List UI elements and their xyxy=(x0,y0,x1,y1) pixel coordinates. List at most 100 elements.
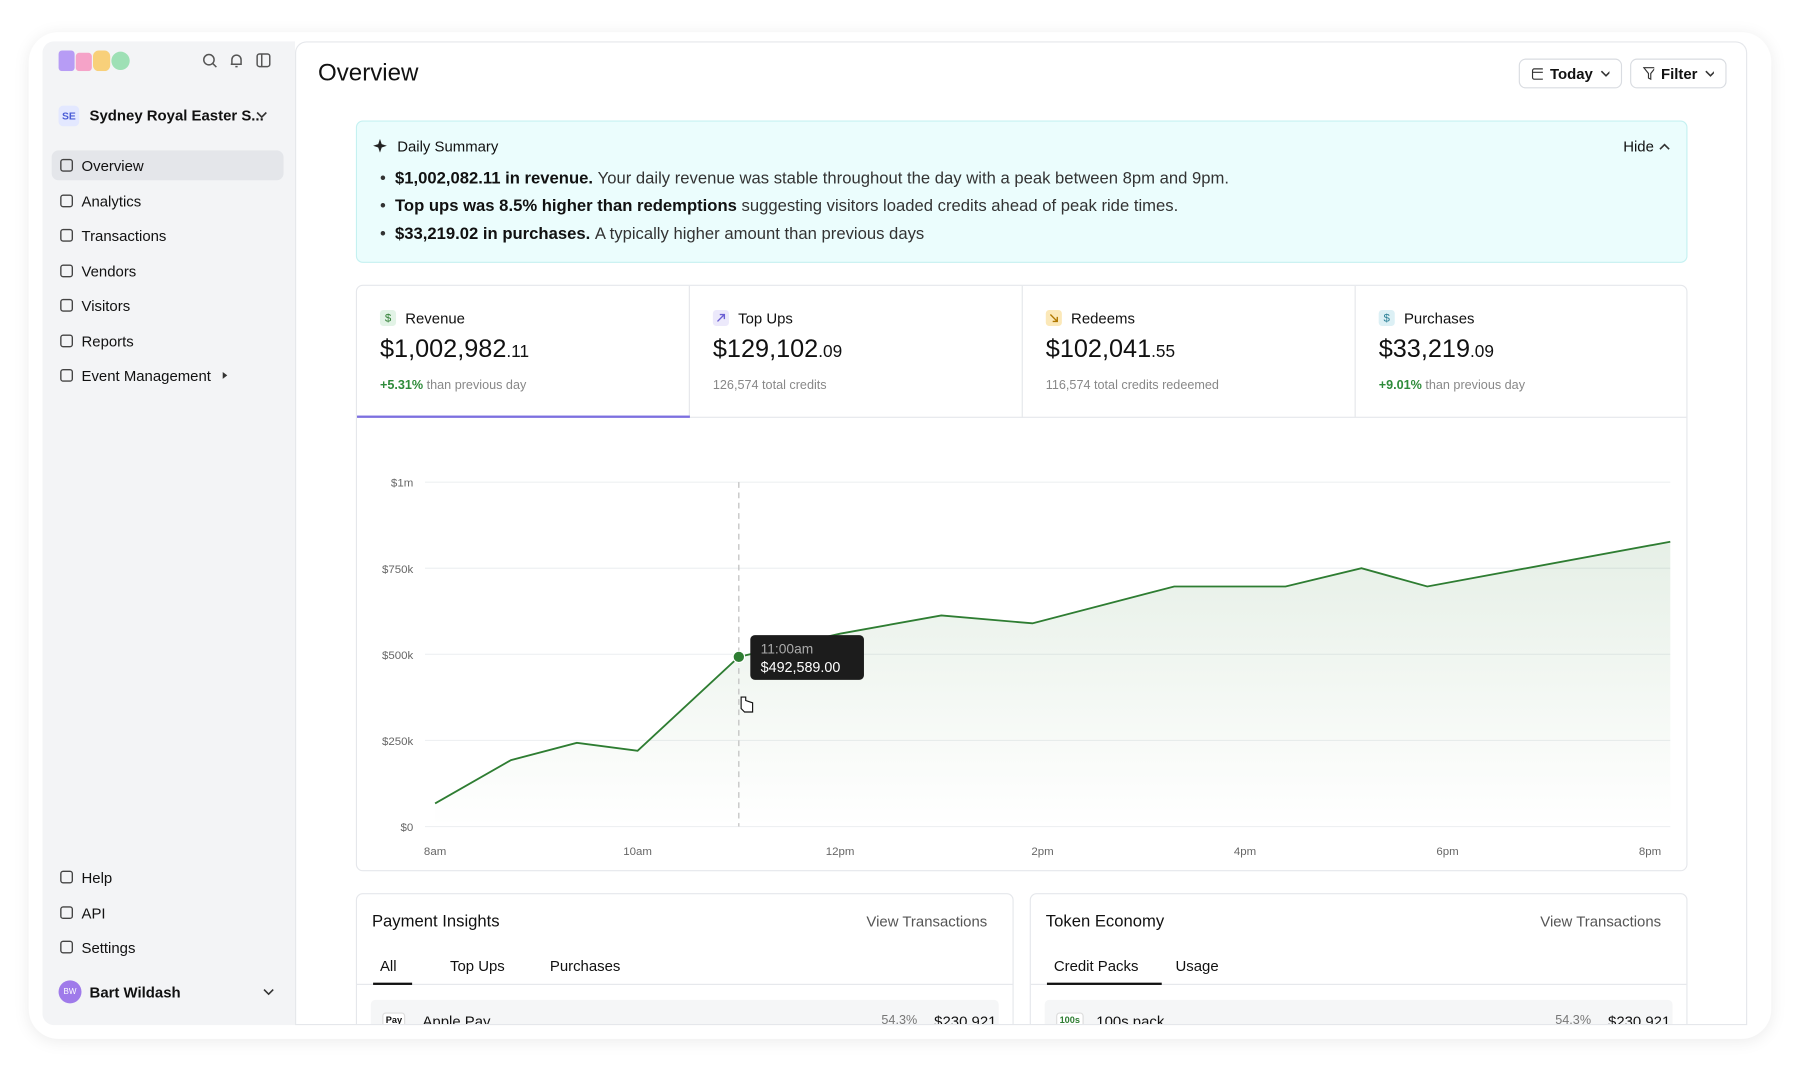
stat-value: $1,002,982.11 xyxy=(380,334,529,364)
y-tick-label: $1m xyxy=(391,478,413,490)
filter-icon xyxy=(1642,67,1655,81)
x-tick-label: 6pm xyxy=(1436,846,1458,858)
line xyxy=(434,540,1671,805)
nav-icon xyxy=(60,158,74,172)
panel: Token Economy View Transactions Credit Pac… xyxy=(1029,893,1688,1024)
footer-nav-item[interactable]: Settings xyxy=(52,932,284,962)
tooltip-value: $492,589.00 xyxy=(761,660,841,676)
row-amount: $230,921 xyxy=(934,1012,997,1026)
nav-icon xyxy=(60,264,74,278)
cursor xyxy=(740,696,754,713)
hide-button[interactable]: Hide xyxy=(1623,138,1670,155)
stat-tab[interactable]: Top Ups $129,102.09 126,574 total credits xyxy=(689,285,1023,418)
row-share: 54.3% xyxy=(881,1013,918,1026)
logo[interactable] xyxy=(58,50,132,72)
stat-value-cents: .09 xyxy=(818,342,843,362)
stat-value-cents: .11 xyxy=(506,342,530,362)
filter-label: Filter xyxy=(1661,64,1698,83)
stat-value-cents: .55 xyxy=(1151,342,1176,362)
tab[interactable]: Credit Packs xyxy=(1046,957,1162,985)
arrow-icon xyxy=(716,313,726,322)
stat-icon: $ xyxy=(379,309,397,327)
arrow-shape xyxy=(716,313,726,322)
nav-item[interactable]: Vendors xyxy=(52,256,284,286)
x-tick-label: 12pm xyxy=(826,846,855,858)
nav-item[interactable]: Overview xyxy=(51,150,284,181)
panel-link[interactable]: View Transactions xyxy=(866,912,988,930)
row-icon: Pay xyxy=(382,1012,406,1024)
nav-item[interactable]: Analytics xyxy=(52,186,284,216)
stat-note: +5.31% than previous day xyxy=(380,379,526,393)
stat-note-text: than previous day xyxy=(426,378,527,393)
icon-shape xyxy=(60,334,74,348)
hover-point xyxy=(732,650,746,664)
org-name[interactable]: Sydney Royal Easter S... xyxy=(89,106,264,124)
chevron xyxy=(1600,70,1610,77)
stat-tab[interactable]: $ Purchases $33,219.09 +9.01% than previous … xyxy=(1355,286,1687,418)
org-badge: SE xyxy=(58,105,80,127)
y-tick-label: $250k xyxy=(382,736,414,748)
nav-icon xyxy=(60,870,74,884)
filter-button[interactable]: Filter xyxy=(1630,58,1727,89)
footer-nav-item[interactable]: Help xyxy=(52,862,284,892)
tab[interactable]: All xyxy=(373,957,413,985)
tab[interactable]: Purchases xyxy=(549,957,621,975)
chevron[interactable] xyxy=(256,110,267,119)
stat-label: Purchases xyxy=(1403,309,1475,328)
summary-title: Daily Summary xyxy=(397,137,499,155)
stat-note: 126,574 total credits xyxy=(713,379,827,393)
nav-item[interactable]: Event Management xyxy=(52,360,284,390)
arrow-shape xyxy=(222,371,227,379)
tabs: All Top Ups Purchases xyxy=(357,952,1013,985)
stat-tab[interactable]: $ Revenue $1,002,982.11 +5.31% than previous… xyxy=(357,285,690,418)
stat-value-main: $102,041 xyxy=(1045,334,1152,363)
stat-value-main: $33,219 xyxy=(1378,334,1470,363)
summary-text: suggesting visitors loaded credits ahead… xyxy=(741,197,1179,216)
sidebar-tools[interactable] xyxy=(202,53,275,69)
page-title: Overview xyxy=(317,59,419,87)
panel-title: Token Economy xyxy=(1045,912,1165,931)
tab[interactable]: Top Ups xyxy=(449,957,505,975)
main: Overview Today Filter Daily Summary Hide… xyxy=(295,41,1748,1026)
stat-tab[interactable]: Redeems $102,041.55 116,574 total credits … xyxy=(1022,285,1356,418)
stat-icon: $ xyxy=(1378,309,1395,327)
daily-summary: Daily Summary Hide • $1,002,082.11 in rev… xyxy=(355,120,1688,263)
nav-icon xyxy=(60,906,74,920)
nav-item[interactable]: Transactions xyxy=(52,220,284,250)
chevron xyxy=(1704,70,1714,77)
chevron[interactable] xyxy=(263,987,274,996)
panel: Payment Insights View Transactions All Top … xyxy=(355,893,1014,1026)
summary-text: A typically higher amount than previous … xyxy=(594,224,925,244)
icon-shape xyxy=(60,228,74,242)
user-name[interactable]: Bart Wildash xyxy=(89,983,181,1002)
footer-nav-item[interactable]: API xyxy=(52,898,284,928)
summary-item: • $33,219.02 in purchases. A typically hig… xyxy=(380,225,924,243)
nav-icon xyxy=(60,298,74,312)
arrow-icon xyxy=(1049,314,1058,323)
stat-value-main: $1,002,982 xyxy=(379,334,507,363)
nav-item[interactable]: Reports xyxy=(52,326,284,356)
x-tick-label: 8pm xyxy=(1639,846,1661,858)
nav-icon xyxy=(60,368,74,382)
tab[interactable]: Usage xyxy=(1175,957,1219,975)
nav-label: API xyxy=(81,904,106,922)
nav-label: Event Management xyxy=(81,366,211,384)
stat-note-text: than previous day xyxy=(1425,378,1526,393)
nav-item[interactable]: Visitors xyxy=(52,290,284,320)
stat-icon xyxy=(1045,309,1062,327)
x-tick-label: 4pm xyxy=(1234,846,1256,858)
summary-text: Your daily revenue was stable throughout… xyxy=(597,169,1230,189)
panel-link[interactable]: View Transactions xyxy=(1540,912,1662,930)
x-tick-label: 2pm xyxy=(1031,846,1053,858)
hide-label: Hide xyxy=(1623,137,1654,155)
nav-label: Settings xyxy=(81,938,136,956)
y-tick-label: $750k xyxy=(382,564,414,576)
bullet: • xyxy=(379,169,386,189)
icon-shape xyxy=(60,264,74,278)
date-button[interactable]: Today xyxy=(1518,58,1623,89)
nav-label: Analytics xyxy=(81,192,142,210)
nav-label: Reports xyxy=(81,332,134,350)
nav-label: Visitors xyxy=(81,296,131,314)
